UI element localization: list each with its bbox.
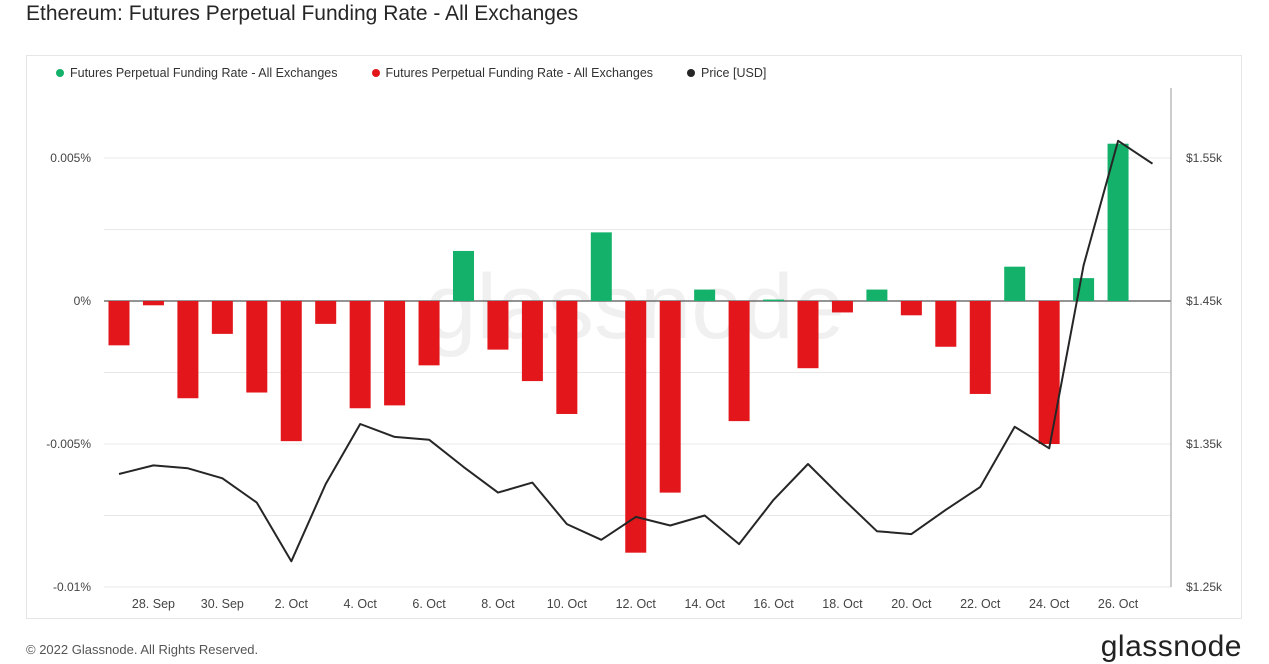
funding-bar[interactable] (487, 301, 509, 350)
legend: Futures Perpetual Funding Rate - All Exc… (56, 66, 800, 80)
legend-item-funding-positive[interactable]: Futures Perpetual Funding Rate - All Exc… (56, 66, 338, 80)
funding-bar[interactable] (142, 301, 164, 306)
y-right-tick-label: $1.25k (1186, 580, 1223, 594)
legend-label: Futures Perpetual Funding Rate - All Exc… (385, 66, 654, 80)
funding-bar[interactable] (969, 301, 991, 394)
x-tick-label: 6. Oct (412, 597, 446, 611)
funding-bar[interactable] (797, 301, 819, 369)
y-left-tick-label: -0.005% (46, 437, 91, 451)
legend-item-funding-negative[interactable]: Futures Perpetual Funding Rate - All Exc… (371, 66, 654, 80)
legend-item-price[interactable]: Price [USD] (687, 66, 766, 80)
funding-bar[interactable] (384, 301, 406, 406)
y-left-tick-label: 0.005% (50, 151, 91, 165)
x-tick-label: 20. Oct (891, 597, 932, 611)
x-tick-label: 26. Oct (1098, 597, 1139, 611)
funding-bar[interactable] (866, 289, 888, 301)
funding-bar[interactable] (1004, 266, 1026, 301)
y-right-tick-label: $1.45k (1186, 294, 1223, 308)
funding-bar[interactable] (1107, 143, 1129, 301)
legend-dot-red (371, 69, 380, 77)
x-tick-label: 16. Oct (753, 597, 794, 611)
x-tick-label: 14. Oct (685, 597, 726, 611)
funding-bar[interactable] (590, 232, 612, 301)
funding-bar[interactable] (108, 301, 130, 346)
y-right-tick-label: $1.55k (1186, 151, 1223, 165)
funding-bar[interactable] (177, 301, 199, 399)
x-tick-label: 12. Oct (616, 597, 657, 611)
y-right-tick-label: $1.35k (1186, 437, 1223, 451)
x-tick-label: 2. Oct (275, 597, 309, 611)
funding-bar[interactable] (556, 301, 578, 414)
funding-bar[interactable] (280, 301, 302, 442)
chart-title: Ethereum: Futures Perpetual Funding Rate… (26, 2, 579, 25)
funding-bar[interactable] (349, 301, 371, 409)
legend-label: Futures Perpetual Funding Rate - All Exc… (70, 66, 338, 80)
funding-bar[interactable] (211, 301, 233, 334)
funding-bar[interactable] (625, 301, 647, 553)
funding-bar[interactable] (246, 301, 268, 393)
funding-bar[interactable] (453, 250, 474, 301)
legend-dot-green (56, 69, 64, 77)
price-line[interactable] (118, 139, 1154, 563)
funding-bar[interactable] (935, 301, 957, 347)
x-tick-label: 22. Oct (960, 597, 1001, 611)
funding-bar[interactable] (418, 301, 440, 366)
funding-bar[interactable] (521, 301, 543, 382)
x-tick-label: 30. Sep (201, 597, 244, 611)
funding-bar[interactable] (831, 301, 853, 313)
x-tick-label: 24. Oct (1029, 597, 1070, 611)
x-tick-label: 8. Oct (481, 597, 515, 611)
y-left-tick-label: -0.01% (53, 580, 91, 594)
funding-bar[interactable] (1038, 301, 1060, 444)
funding-bar[interactable] (900, 301, 922, 316)
x-tick-label: 18. Oct (822, 597, 863, 611)
glassnode-logo: glassnode (1100, 630, 1242, 663)
funding-bar[interactable] (659, 301, 681, 493)
x-tick-label: 4. Oct (343, 597, 377, 611)
copyright-footer: © 2022 Glassnode. All Rights Reserved. (26, 642, 259, 657)
funding-bar[interactable] (728, 301, 750, 422)
funding-bar[interactable] (694, 289, 716, 301)
chart-panel (26, 55, 1242, 619)
x-tick-label: 10. Oct (547, 597, 588, 611)
funding-bar[interactable] (315, 301, 337, 324)
funding-bar[interactable] (763, 299, 785, 301)
legend-label: Price [USD] (701, 66, 767, 80)
x-tick-label: 28. Sep (132, 597, 175, 611)
y-left-tick-label: 0% (74, 294, 92, 308)
legend-dot-black (687, 69, 696, 77)
funding-bar[interactable] (1073, 278, 1095, 301)
